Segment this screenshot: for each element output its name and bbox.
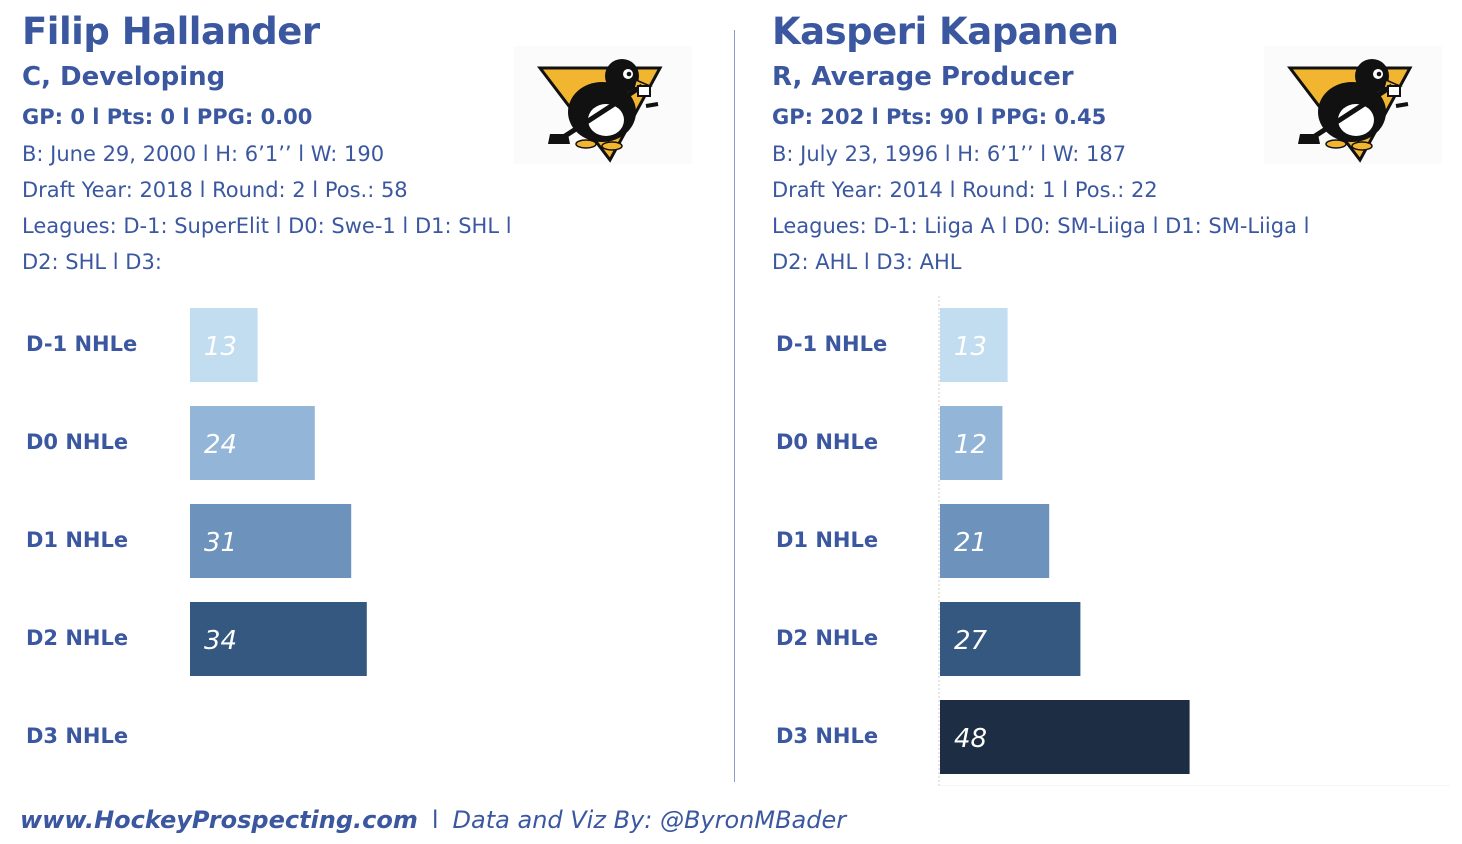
category-label: D3 NHLe [26,724,129,748]
panel-divider [734,30,735,782]
nhle-chart-right: 13 12 21 27 48 D-1 NHLe D0 NHLe D1 NHLe D2 NHLe D… [772,296,1462,786]
player-bio: B: June 29, 2000 l H: 6’1’’ l W: 190 [22,142,385,166]
nhle-chart-left: 13 24 31 34 D-1 NHLe D0 NHLe D1 NHLe D2 NHLe D3 … [22,296,722,786]
player-name: Kasperi Kapanen [772,10,1119,53]
category-label: D-1 NHLe [776,332,888,356]
bar [940,504,1050,578]
player-leagues-line1: Leagues: D-1: SuperElit l D0: Swe-1 l D1… [22,214,512,238]
category-label: D0 NHLe [26,430,129,454]
bar [190,308,258,382]
category-label: D1 NHLe [776,528,879,552]
bar-value-label: 24 [204,430,237,460]
bar [190,504,352,578]
bar [190,602,367,676]
pittsburgh-penguins-logo-icon [514,46,692,164]
pittsburgh-penguins-logo-icon [1264,46,1442,164]
bar [940,602,1081,676]
bar-value-label: 12 [954,430,987,460]
bar-value-label: 21 [954,528,987,558]
player-bio: B: July 23, 1996 l H: 6’1’’ l W: 187 [772,142,1127,166]
bar-value-label: 34 [204,626,237,656]
bar-value-label: 31 [204,528,237,558]
player-stats: GP: 202 l Pts: 90 l PPG: 0.45 [772,105,1107,129]
category-label: D0 NHLe [776,430,879,454]
player-position: R, Average Producer [772,62,1074,92]
footer-credit: Data and Viz By: @ByronMBader [452,806,847,834]
player-leagues-line1: Leagues: D-1: Liiga A l D0: SM-Liiga l D… [772,214,1310,238]
bar [940,700,1190,774]
bar [940,406,1003,480]
player-panel-right: Kasperi Kapanen R, Average Producer GP: … [772,0,1462,790]
category-label: D3 NHLe [776,724,879,748]
player-leagues-line2: D2: AHL l D3: AHL [772,250,962,274]
player-name: Filip Hallander [22,10,320,53]
bar-value-label: 13 [954,332,987,362]
footer-site-link[interactable]: www.HockeyProspecting.com [20,806,418,834]
bar-value-label: 27 [954,626,988,656]
player-position: C, Developing [22,62,226,92]
category-label: D-1 NHLe [26,332,138,356]
bar-value-label: 13 [204,332,237,362]
category-label: D2 NHLe [776,626,879,650]
bar [190,406,315,480]
category-label: D2 NHLe [26,626,129,650]
footer-separator: l [431,806,439,834]
bar-value-label: 48 [954,724,987,754]
player-stats: GP: 0 l Pts: 0 l PPG: 0.00 [22,105,313,129]
player-draft: Draft Year: 2014 l Round: 1 l Pos.: 22 [772,178,1158,202]
category-label: D1 NHLe [26,528,129,552]
player-panel-left: Filip Hallander C, Developing GP: 0 l Pt… [22,0,732,790]
footer: www.HockeyProspecting.com l Data and Viz B… [20,806,846,834]
player-draft: Draft Year: 2018 l Round: 2 l Pos.: 58 [22,178,408,202]
bar [940,308,1008,382]
player-leagues-line2: D2: SHL l D3: [22,250,162,274]
